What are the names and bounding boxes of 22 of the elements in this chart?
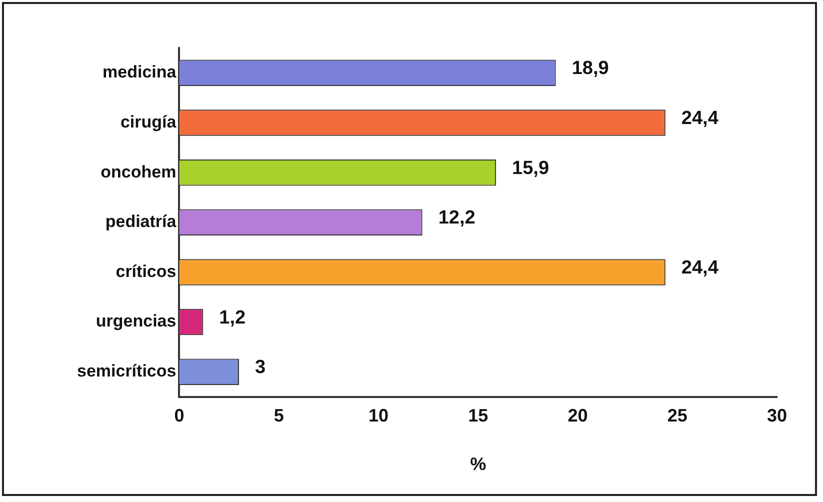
data-label: 15,9 (512, 158, 550, 179)
y-tick-label: urgencias (96, 312, 176, 331)
x-tick-label: 15 (468, 406, 488, 426)
data-label: 24,4 (681, 257, 719, 278)
data-label: 12,2 (438, 208, 476, 229)
data-label: 3 (254, 357, 266, 378)
y-tick-label: pediatría (105, 212, 177, 232)
x-tick-label: 0 (174, 406, 184, 426)
data-label: 1,2 (219, 307, 246, 328)
y-tick-label: semicríticos (76, 362, 176, 381)
data-label: 24,4 (681, 108, 719, 129)
y-tick-label: críticos (116, 262, 176, 281)
y-tick-label: medicina (102, 62, 177, 82)
y-tick-label: oncohem (100, 162, 176, 182)
x-tick-label: 30 (766, 406, 788, 426)
data-label: 18,9 (572, 58, 609, 80)
x-axis-title: % (470, 454, 486, 474)
x-tick-label: 10 (368, 406, 388, 426)
x-tick-label: 20 (568, 406, 588, 426)
x-tick-label: 5 (274, 406, 284, 426)
y-tick-label: cirugía (120, 112, 177, 132)
x-tick-label: 25 (667, 406, 688, 426)
